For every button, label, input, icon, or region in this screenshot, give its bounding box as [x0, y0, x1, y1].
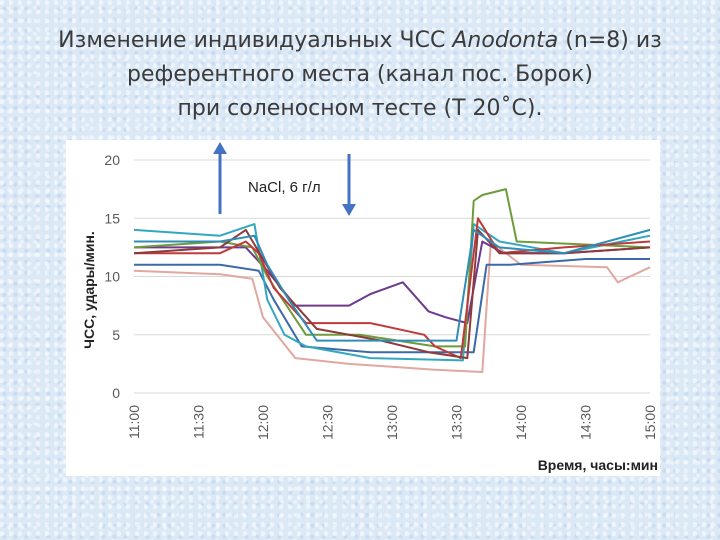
series-line [133, 223, 651, 362]
y-tick-label: 10 [104, 269, 120, 285]
x-tick-label: 11:00 [126, 405, 142, 439]
y-tick-label: 0 [112, 385, 120, 401]
series-line [134, 217, 651, 360]
x-tick-label: 12:30 [320, 405, 336, 440]
y-tick-label: 20 [104, 152, 120, 168]
title-line-1: Изменение индивидуальных ЧСС Anodonta (n… [20, 24, 700, 58]
slide-title: Изменение индивидуальных ЧСС Anodonta (n… [20, 24, 700, 126]
x-tick-label: 14:00 [513, 405, 529, 440]
arrow-up-icon [213, 142, 227, 214]
series-line [134, 228, 651, 342]
x-tick-label: 15:00 [642, 405, 658, 440]
chart-series [133, 188, 651, 373]
nacl-arrows [213, 142, 356, 216]
series-line [133, 240, 651, 373]
y-tick-label: 15 [104, 210, 120, 226]
title-line-3: при соленосном тесте (Т 20˚С). [177, 96, 543, 121]
title-text-b: (n=8) из [558, 28, 662, 53]
y-axis-title: ЧСС, удары/мин. [81, 231, 97, 349]
nacl-annotation: NaCl, 6 г/л [248, 179, 321, 196]
x-tick-label: 14:30 [578, 405, 594, 440]
series-line [134, 258, 650, 354]
series-line [133, 188, 651, 348]
x-tick-label: 13:30 [449, 405, 465, 440]
title-line-2: референтного места (канал пос. Борок) [127, 62, 593, 87]
y-axis-ticks: 0 5 10 15 20 [104, 152, 120, 401]
x-tick-label: 12:00 [255, 405, 271, 440]
x-axis-title: Время, часы:мин [538, 457, 658, 473]
y-tick-label: 5 [112, 327, 120, 343]
x-tick-label: 13:00 [384, 405, 400, 440]
arrow-down-icon [342, 154, 356, 216]
x-tick-label: 11:30 [191, 405, 207, 439]
x-axis-ticks: 11:00 11:30 12:00 12:30 13:00 13:30 14:00 14:30… [126, 405, 658, 440]
title-text-a: Изменение индивидуальных ЧСС [58, 28, 453, 53]
title-species: Anodonta [452, 28, 559, 53]
chart-card: 0 5 10 15 20 11:00 11:30 12:00 12:30 13:00 13:30 1… [66, 140, 660, 476]
